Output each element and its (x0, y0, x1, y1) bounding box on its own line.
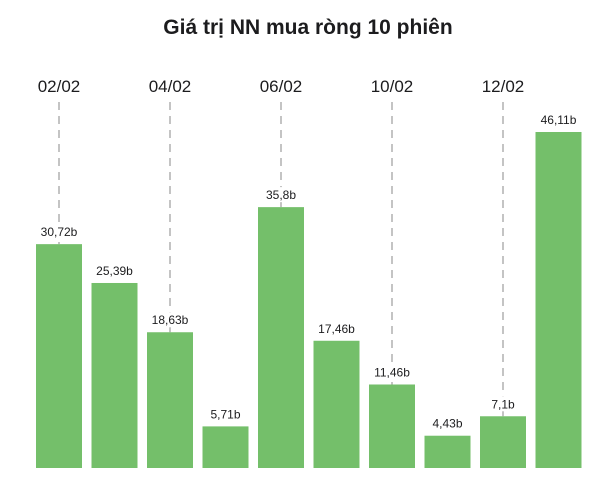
data-label: 25,39b (96, 264, 133, 278)
bar (424, 435, 471, 468)
data-label: 46,11b (541, 113, 577, 127)
data-label: 7,1b (491, 397, 515, 411)
data-label: 35,8b (266, 188, 296, 202)
data-label: 18,63b (152, 313, 189, 327)
data-label: 11,46b (374, 365, 410, 379)
bar (147, 332, 193, 468)
data-label-bg (148, 312, 192, 328)
data-label: 5,71b (210, 407, 240, 421)
bar (480, 416, 526, 468)
data-label-bg (207, 406, 244, 422)
x-tick-label: 06/02 (260, 77, 303, 96)
data-label-bg (536, 112, 581, 127)
bar (535, 132, 582, 468)
data-label-bg (262, 187, 300, 203)
x-tick-label: 04/02 (149, 77, 192, 96)
bar (258, 207, 304, 468)
bar (313, 340, 360, 468)
data-label: 17,46b (318, 322, 355, 336)
x-tick-label: 12/02 (482, 77, 525, 96)
data-label-bg (370, 364, 414, 380)
data-label-bg (429, 415, 466, 431)
chart-title: Giá trị NN mua ròng 10 phiên (163, 16, 453, 39)
bar (91, 282, 138, 468)
bar (36, 244, 82, 468)
x-tick-label: 10/02 (371, 77, 414, 96)
data-label: 30,72b (41, 225, 78, 239)
data-label-bg (314, 320, 359, 336)
data-label-bg (487, 396, 519, 412)
x-tick-label: 02/02 (38, 77, 81, 96)
data-label-bg (37, 224, 81, 240)
data-label-bg (92, 262, 137, 278)
bar (202, 426, 249, 468)
data-label: 4,43b (432, 417, 462, 431)
bar (369, 384, 415, 468)
